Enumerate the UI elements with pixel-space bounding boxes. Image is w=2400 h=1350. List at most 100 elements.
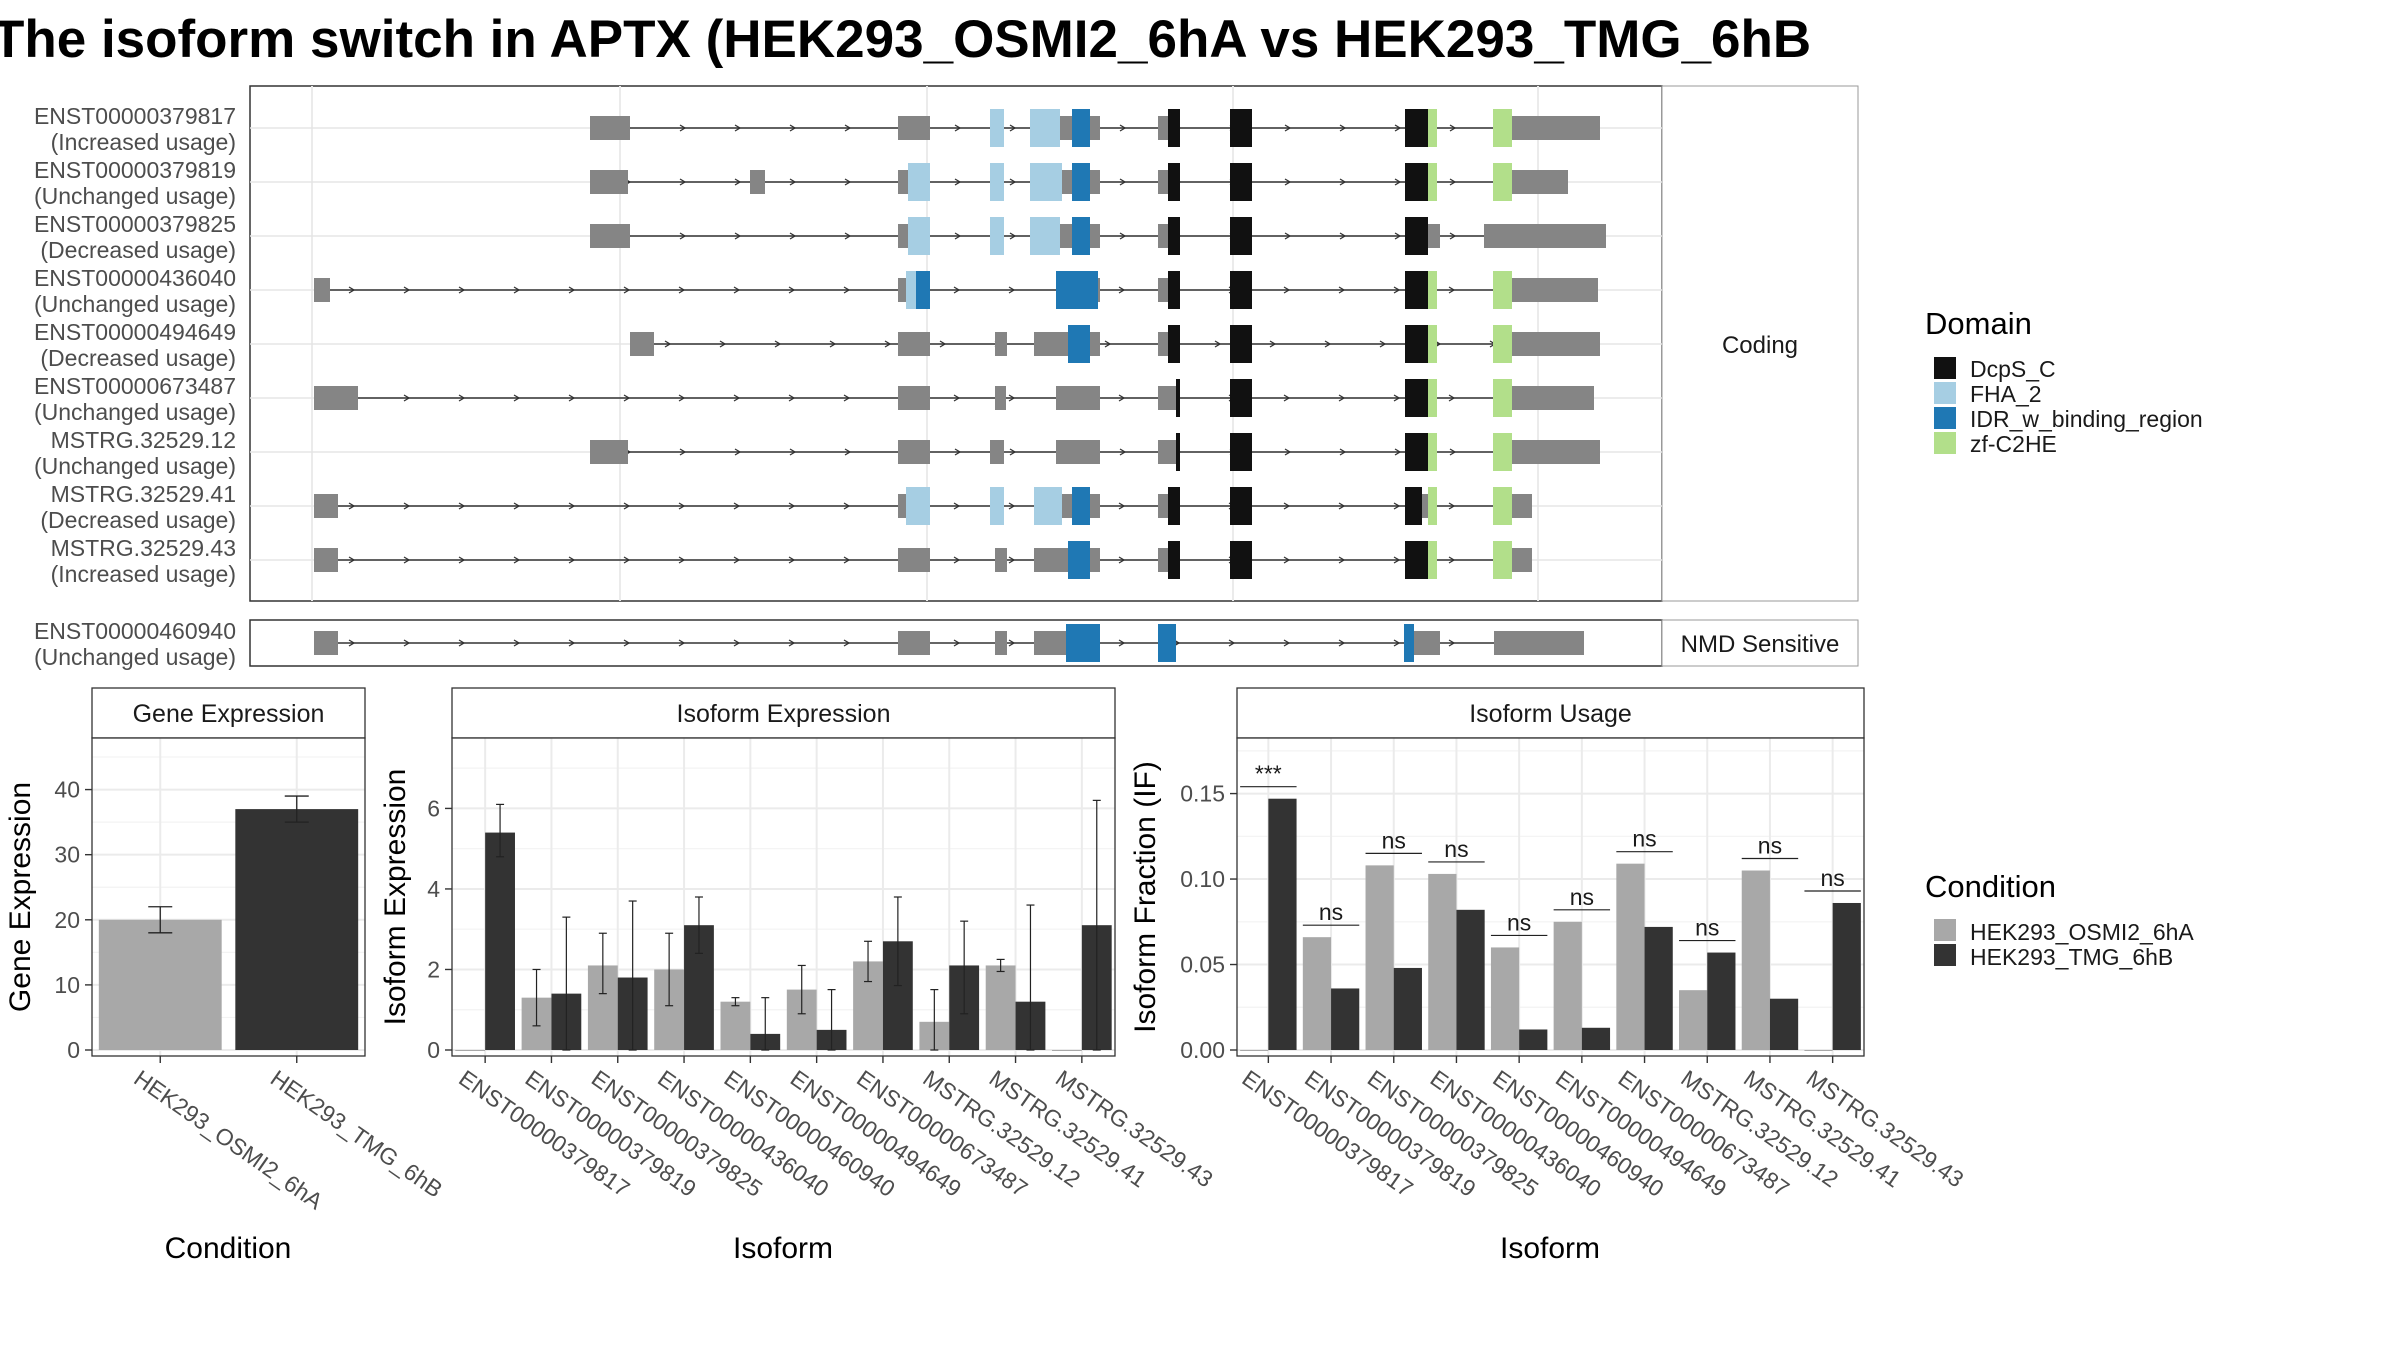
- coding-track-direction-arrow: [844, 448, 852, 456]
- legend-label-tmg: HEK293_TMG_6hB: [1970, 944, 2173, 970]
- figure-title: The isoform switch in APTX (HEK293_OSMI2…: [0, 10, 1811, 69]
- condition-legend-title: Condition: [1925, 869, 2056, 904]
- coding-track-exon: [1158, 116, 1168, 140]
- coding-track-exon: [1422, 494, 1428, 518]
- coding-track-exon: [630, 332, 654, 356]
- transcript-usage-label: (Increased usage): [51, 129, 236, 155]
- coding-track-domain-zf-c2he: [1428, 163, 1437, 201]
- coding-track-exon: [1062, 170, 1072, 194]
- y-tick-label: 0: [67, 1037, 80, 1063]
- domain-legend-title: Domain: [1925, 306, 2032, 341]
- bar-condition-b: [1581, 1027, 1611, 1050]
- coding-track-domain-dcps-c: [1230, 271, 1252, 309]
- coding-track-domain-idr-w-binding-region: [1072, 163, 1090, 201]
- bar-condition-a: [455, 1050, 486, 1051]
- coding-track-direction-arrow: [513, 286, 521, 294]
- nmd-facet-label: NMD Sensitive: [1681, 631, 1840, 658]
- coding-track-exon: [314, 548, 338, 572]
- coding-track-exon: [990, 440, 1004, 464]
- coding-track-direction-arrow: [1119, 124, 1127, 132]
- significance-label: ns: [1382, 827, 1406, 853]
- coding-track-direction-arrow: [954, 232, 962, 240]
- coding-track-direction-arrow: [568, 286, 576, 294]
- y-tick-label: 30: [54, 842, 80, 868]
- bar-condition-a: [1804, 1050, 1833, 1051]
- coding-track-exon: [314, 278, 330, 302]
- coding-track-direction-arrow: [1339, 124, 1347, 132]
- coding-track-domain-zf-c2he: [1493, 271, 1512, 309]
- bar-condition-a: [985, 965, 1016, 1050]
- y-tick-label: 10: [54, 972, 80, 998]
- coding-track-exon: [1090, 494, 1100, 518]
- legend-label-zf-c2he: zf-C2HE: [1970, 431, 2057, 457]
- coding-track-direction-arrow: [1448, 556, 1456, 564]
- coding-track-domain-dcps-c: [1405, 325, 1428, 363]
- coding-track-exon: [314, 386, 358, 410]
- coding-track-direction-arrow: [678, 556, 686, 564]
- coding-track-domain-zf-c2he: [1428, 325, 1437, 363]
- y-tick-label: 0.05: [1180, 952, 1225, 978]
- chart-title-strip: [1236, 687, 1865, 739]
- coding-track-direction-arrow: [1269, 340, 1277, 348]
- coding-track-direction-arrow: [954, 124, 962, 132]
- coding-track-domain-zf-c2he: [1428, 379, 1437, 417]
- coding-track-domain-dcps-c: [1168, 487, 1180, 525]
- coding-track-domain-fha-2: [908, 163, 930, 201]
- coding-track-direction-arrow: [1009, 178, 1017, 186]
- coding-track-exon: [622, 224, 630, 248]
- coding-track-direction-arrow: [1008, 556, 1016, 564]
- bar-condition-a: [720, 1001, 751, 1050]
- coding-track-domain-dcps-c: [1168, 217, 1180, 255]
- coding-track-direction-arrow: [1008, 394, 1016, 402]
- bar-condition-a: [1490, 947, 1520, 1050]
- coding-track-exon: [1512, 116, 1600, 140]
- coding-track-domain-idr-w-binding-region: [1072, 487, 1090, 525]
- coding-track-exon: [1062, 494, 1072, 518]
- coding-track-domain-dcps-c: [1405, 487, 1422, 525]
- coding-track-domain-dcps-c: [1230, 217, 1252, 255]
- coding-track-direction-arrow: [953, 502, 961, 510]
- chart-title: Isoform Expression: [677, 700, 891, 728]
- coding-track-domain-dcps-c: [1405, 433, 1428, 471]
- x-axis-title: Isoform: [733, 1232, 833, 1265]
- coding-track-domain-dcps-c: [1230, 487, 1252, 525]
- transcript-id-label: MSTRG.32529.12: [51, 427, 236, 453]
- coding-track-exon: [1034, 548, 1046, 572]
- coding-track-domain-idr-w-binding-region: [1068, 325, 1090, 363]
- nmd-track-direction-arrow: [348, 639, 356, 647]
- coding-track-domain-fha-2: [1030, 109, 1060, 147]
- nmd-track-direction-arrow: [843, 639, 851, 647]
- legend-label-idr: IDR_w_binding_region: [1970, 406, 2203, 432]
- coding-track-exon: [590, 440, 628, 464]
- coding-track-direction-arrow: [623, 502, 631, 510]
- nmd-track-exon: [898, 631, 930, 655]
- y-tick-label: 2: [427, 956, 440, 982]
- coding-track-direction-arrow: [1339, 448, 1347, 456]
- coding-track-exon: [1512, 548, 1532, 572]
- coding-track-direction-arrow: [1284, 232, 1292, 240]
- transcript-id-label: ENST00000379817: [34, 103, 236, 129]
- coding-track-direction-arrow: [1008, 502, 1016, 510]
- significance-label: ***: [1255, 761, 1282, 787]
- coding-track-direction-arrow: [458, 286, 466, 294]
- coding-track-direction-arrow: [788, 394, 796, 402]
- significance-label: ns: [1444, 836, 1468, 862]
- gene-expression-bar: [235, 809, 359, 1050]
- nmd-track-exon: [1046, 631, 1066, 655]
- coding-track-exon: [995, 332, 1007, 356]
- bar-condition-a: [1240, 1050, 1269, 1051]
- coding-track-direction-arrow: [1448, 394, 1456, 402]
- coding-track-exon: [898, 440, 930, 464]
- nmd-track-exon: [995, 631, 1007, 655]
- coding-track-direction-arrow: [788, 556, 796, 564]
- coding-track-direction-arrow: [1339, 178, 1347, 186]
- coding-track-direction-arrow: [1394, 124, 1402, 132]
- coding-track-exon: [898, 494, 906, 518]
- bar-condition-a: [1741, 870, 1770, 1050]
- coding-track-exon: [750, 170, 765, 194]
- legend-swatch-tmg: [1934, 944, 1956, 966]
- transcript-usage-label: (Unchanged usage): [34, 291, 236, 317]
- coding-track-exon: [898, 116, 908, 140]
- coding-track-direction-arrow: [348, 502, 356, 510]
- coding-track-direction-arrow: [843, 556, 851, 564]
